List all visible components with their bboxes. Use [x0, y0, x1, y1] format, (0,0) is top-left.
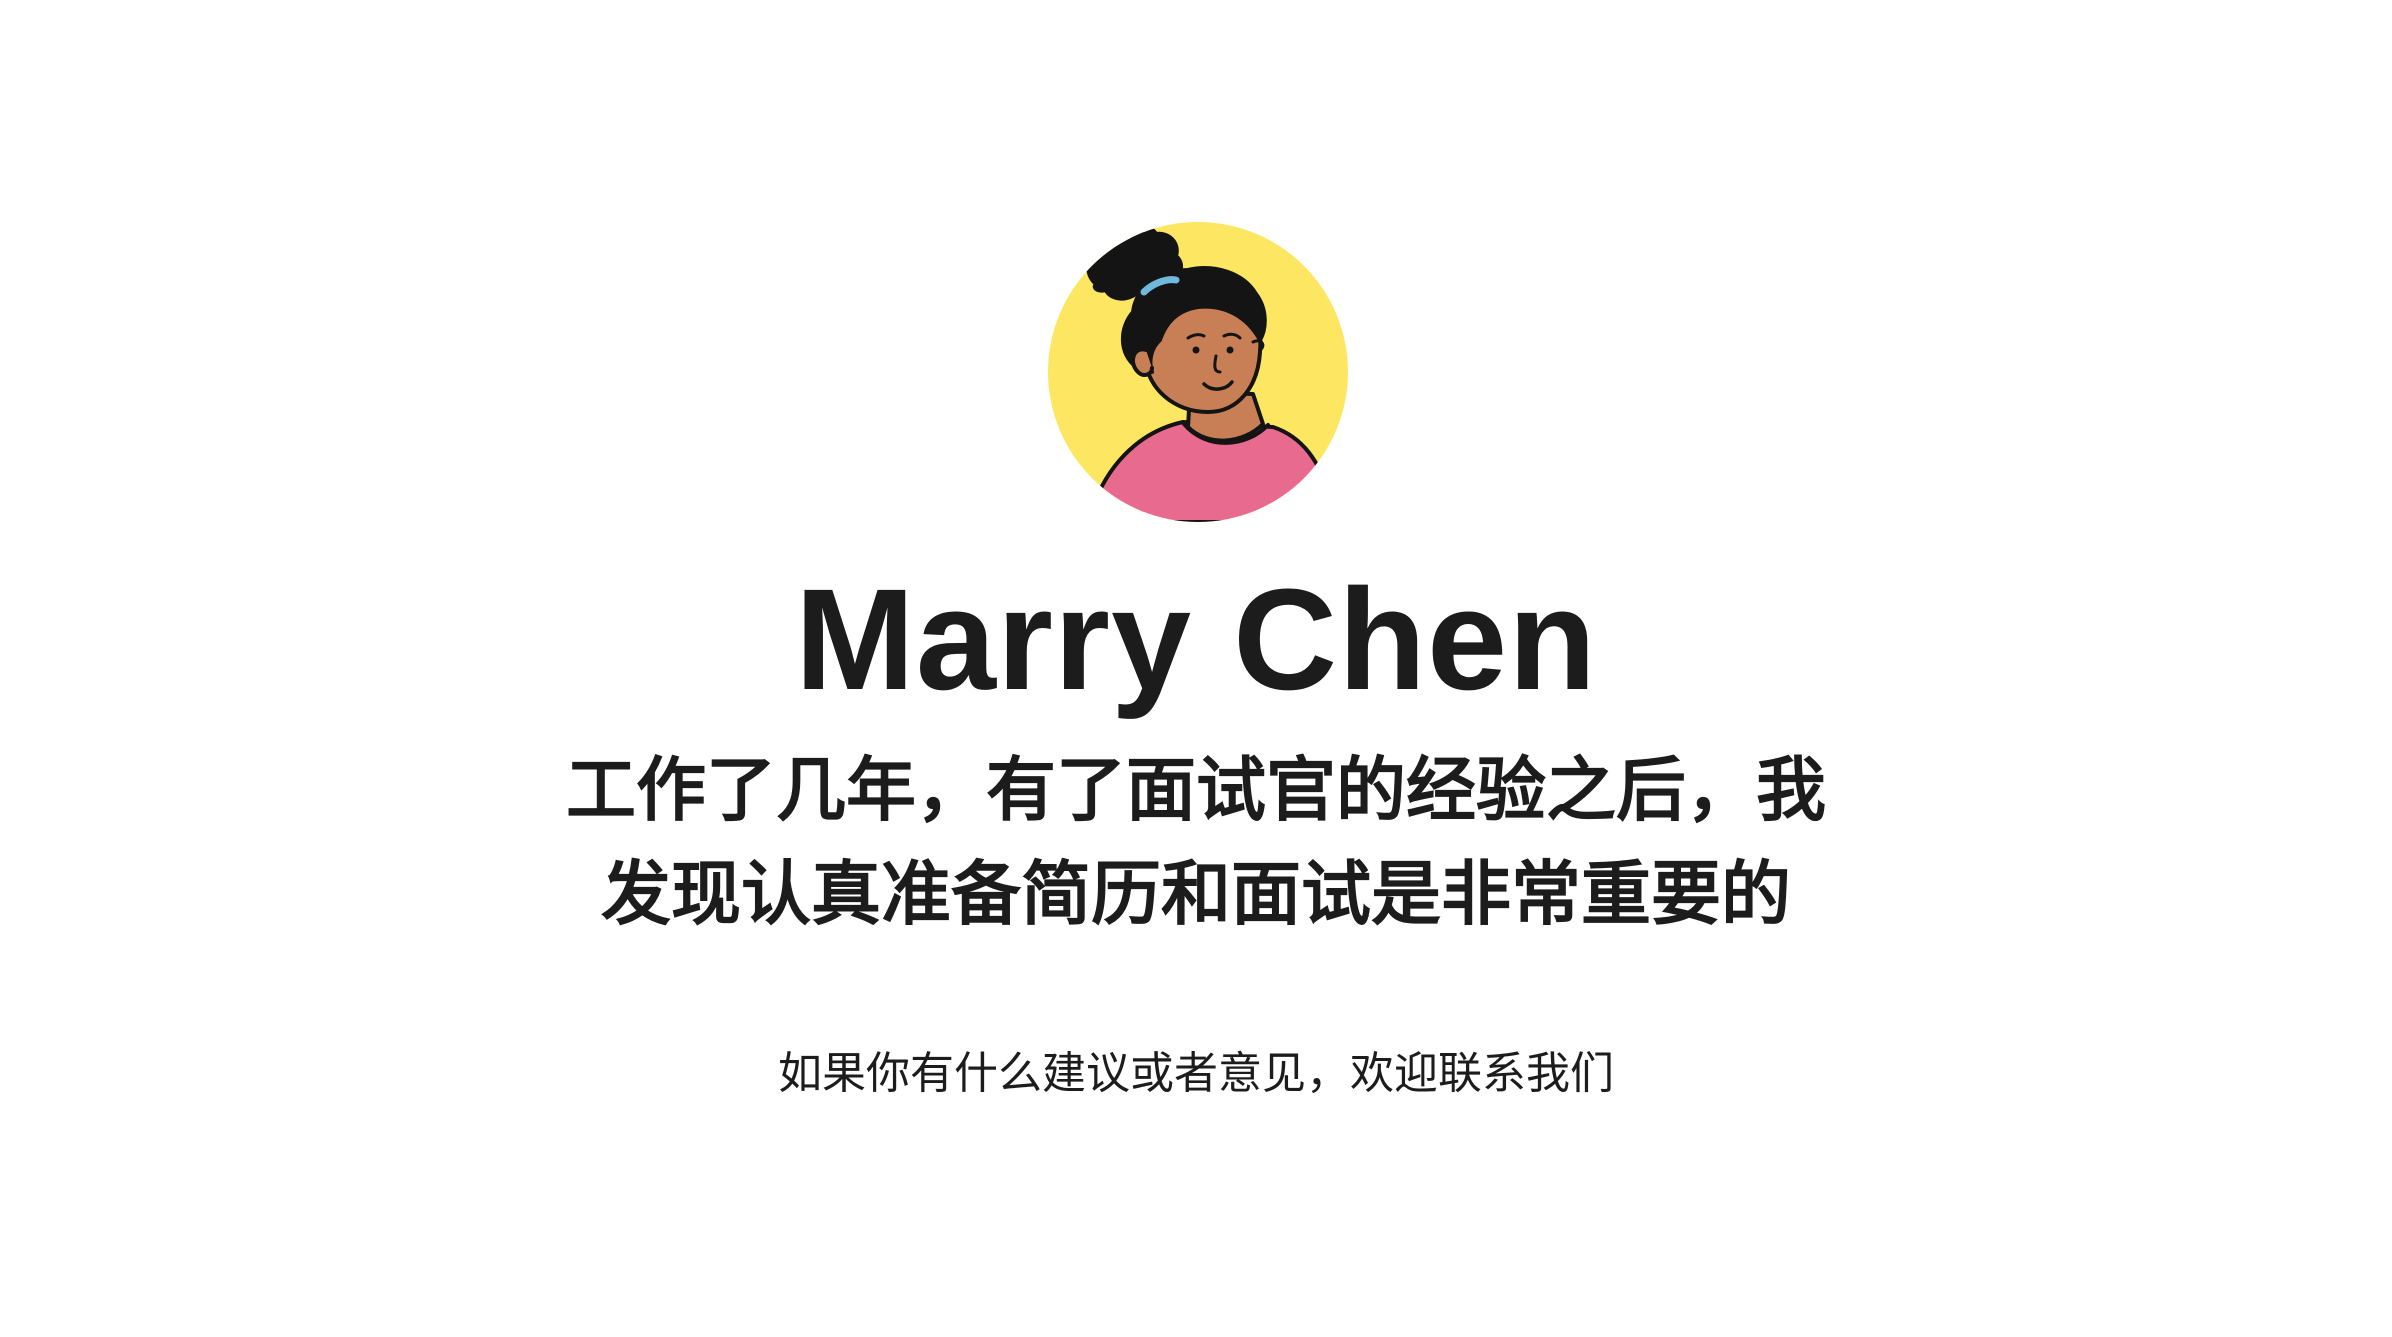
intro-line-2: 发现认真准备简历和面试是非常重要的 — [601, 853, 1791, 935]
avatar — [1048, 222, 1348, 522]
intro-line-1: 工作了几年，有了面试官的经验之后，我 — [566, 749, 1826, 831]
profile-name: Marry Chen — [794, 559, 1598, 720]
profile-intro: 工作了几年，有了面试官的经验之后，我 发现认真准备简历和面试是非常重要的 — [0, 738, 2392, 946]
girl-with-bun-avatar-icon — [1048, 222, 1348, 522]
contact-text: 如果你有什么建议或者意见，欢迎联系我们 — [778, 1048, 1614, 1099]
